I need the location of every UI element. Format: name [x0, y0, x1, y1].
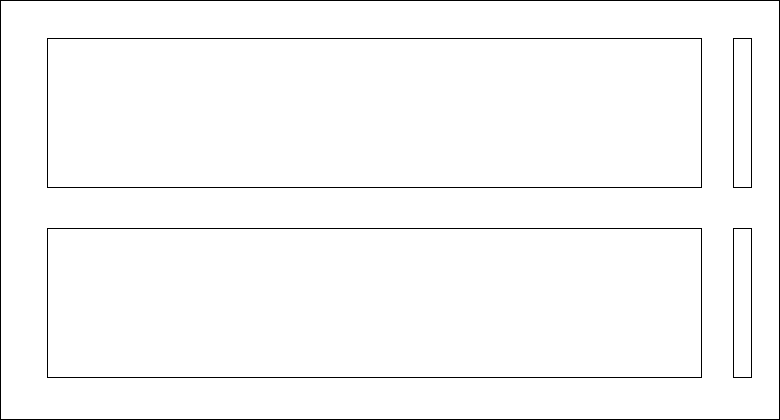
panel-attenuated-backscatter: [47, 38, 702, 188]
panel-raw-backscatter: [47, 228, 702, 378]
colorbar-bottom-gradient: [734, 229, 751, 377]
raw-backscatter-heatmap: [48, 229, 701, 377]
colorbar-bottom: [733, 228, 752, 378]
colorbar-top: [733, 38, 752, 188]
attenuated-backscatter-heatmap: [48, 39, 701, 187]
colorbar-top-gradient: [734, 39, 751, 187]
